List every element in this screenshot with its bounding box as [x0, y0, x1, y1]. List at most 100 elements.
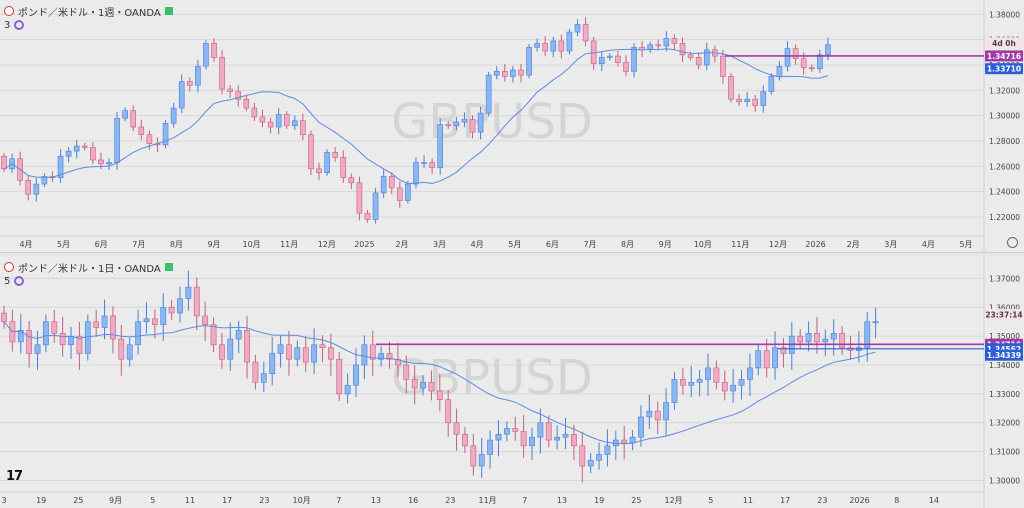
- price-label: 1.34339: [987, 351, 1021, 360]
- x-tick-label: 12月: [769, 240, 787, 249]
- candle-body: [34, 344, 41, 354]
- candle-body: [151, 318, 158, 325]
- daily-legend: ポンド／米ドル・1日・OANDA 5: [4, 260, 173, 288]
- candle-body: [227, 88, 233, 92]
- y-tick-label: 1.22000: [989, 213, 1020, 222]
- weekly-chart-pane[interactable]: 1.380001.360001.340001.320001.300001.280…: [0, 0, 1024, 253]
- candle-body: [57, 155, 64, 179]
- candle-body: [654, 410, 661, 421]
- candle-body: [386, 353, 393, 360]
- candle-body: [752, 98, 759, 106]
- candle-body: [84, 321, 91, 354]
- candle-body: [470, 445, 477, 467]
- candle-body: [663, 38, 670, 47]
- x-tick-label: 8: [894, 496, 899, 505]
- x-tick-label: 7月: [132, 240, 145, 249]
- price-label: 23:37:14: [985, 311, 1022, 320]
- x-tick-label: 2月: [847, 240, 860, 249]
- candle-body: [825, 44, 831, 56]
- candle-body: [550, 40, 557, 52]
- x-tick-label: 5: [150, 496, 155, 505]
- daily-chart-pane[interactable]: 1.37000 1.36000 1.35000 1.34000 1.33000 1.320…: [0, 256, 1024, 508]
- candle-body: [380, 176, 387, 194]
- price-label: 4d 0h: [992, 39, 1016, 48]
- candle-body: [68, 335, 74, 346]
- candle-body: [822, 338, 829, 343]
- candle-body: [696, 379, 703, 383]
- candle-body: [81, 145, 88, 148]
- x-tick-label: 11: [185, 496, 195, 505]
- candle-body: [453, 121, 460, 127]
- candle-body: [554, 436, 561, 441]
- candle-body: [512, 428, 519, 432]
- daily-chart[interactable]: 1.37000 1.36000 1.35000 1.34000 1.33000 1.320…: [0, 256, 1024, 508]
- candle-body: [747, 367, 753, 380]
- x-tick-label: 7: [336, 496, 341, 505]
- x-tick-label: 10月: [243, 240, 261, 249]
- candle-body: [291, 120, 298, 127]
- x-tick-label: 3月: [433, 240, 446, 249]
- candle-body: [537, 422, 544, 438]
- candle-body: [839, 332, 845, 348]
- price-label-bg: [985, 63, 1023, 75]
- x-tick-label: 8月: [170, 240, 183, 249]
- candle-body: [286, 344, 292, 360]
- candle-body: [760, 91, 767, 106]
- candle-body: [41, 176, 48, 185]
- candle-body: [1, 312, 7, 323]
- x-tick-label: 19: [36, 496, 46, 505]
- candle-body: [378, 353, 385, 360]
- candle-body: [623, 62, 629, 72]
- y-tick-label: 1.30000: [989, 476, 1020, 485]
- y-tick-label: 1.33000: [989, 390, 1020, 399]
- candle-body: [738, 379, 745, 386]
- candle-body: [772, 347, 778, 369]
- candle-body: [51, 321, 58, 334]
- candle-body: [518, 69, 524, 76]
- candle-body: [542, 43, 549, 52]
- moving-average-line: [3, 48, 829, 185]
- candle-body: [90, 147, 96, 161]
- candle-body: [445, 399, 452, 424]
- x-tick-label: 9月: [659, 240, 672, 249]
- candle-body: [478, 454, 485, 467]
- candle-body: [420, 382, 426, 389]
- x-tick-label: 12月: [318, 240, 336, 249]
- x-tick-label: 19: [594, 496, 604, 505]
- candle-body: [135, 321, 141, 346]
- candle-body: [510, 69, 516, 77]
- x-tick-label: 11月: [479, 496, 497, 505]
- candle-body: [495, 433, 502, 441]
- candle-body: [59, 332, 66, 346]
- candle-body: [587, 459, 594, 467]
- x-tick-label: 3月: [884, 240, 897, 249]
- x-tick-label: 25: [631, 496, 641, 505]
- candle-body: [520, 431, 527, 447]
- gbp-flag-icon: [4, 6, 14, 16]
- candle-body: [461, 119, 468, 123]
- daily-indicator-value: 5: [4, 275, 11, 287]
- candle-body: [768, 76, 775, 92]
- candle-body: [545, 422, 552, 441]
- x-tick-label: 16: [408, 496, 418, 505]
- settings-gear-icon[interactable]: [1007, 237, 1018, 248]
- x-tick-label: 6月: [95, 240, 108, 249]
- y-tick-label: 1.34000: [989, 361, 1020, 370]
- candle-body: [687, 54, 694, 58]
- price-label-bg: [985, 343, 1023, 355]
- x-tick-label: 10月: [694, 240, 712, 249]
- candle-body: [679, 43, 686, 56]
- candle-body: [106, 162, 112, 165]
- price-label-bg: [985, 37, 1023, 49]
- x-tick-label: 3: [1, 496, 6, 505]
- candle-body: [114, 117, 120, 163]
- candle-body: [130, 110, 137, 128]
- y-tick-label: 1.28000: [989, 137, 1020, 146]
- x-tick-label: 7: [522, 496, 527, 505]
- candle-body: [721, 382, 728, 392]
- weekly-chart[interactable]: 1.380001.360001.340001.320001.300001.280…: [0, 0, 1024, 252]
- candle-body: [776, 65, 783, 77]
- candle-body: [631, 46, 637, 72]
- candle-body: [621, 439, 628, 444]
- candle-body: [615, 55, 621, 63]
